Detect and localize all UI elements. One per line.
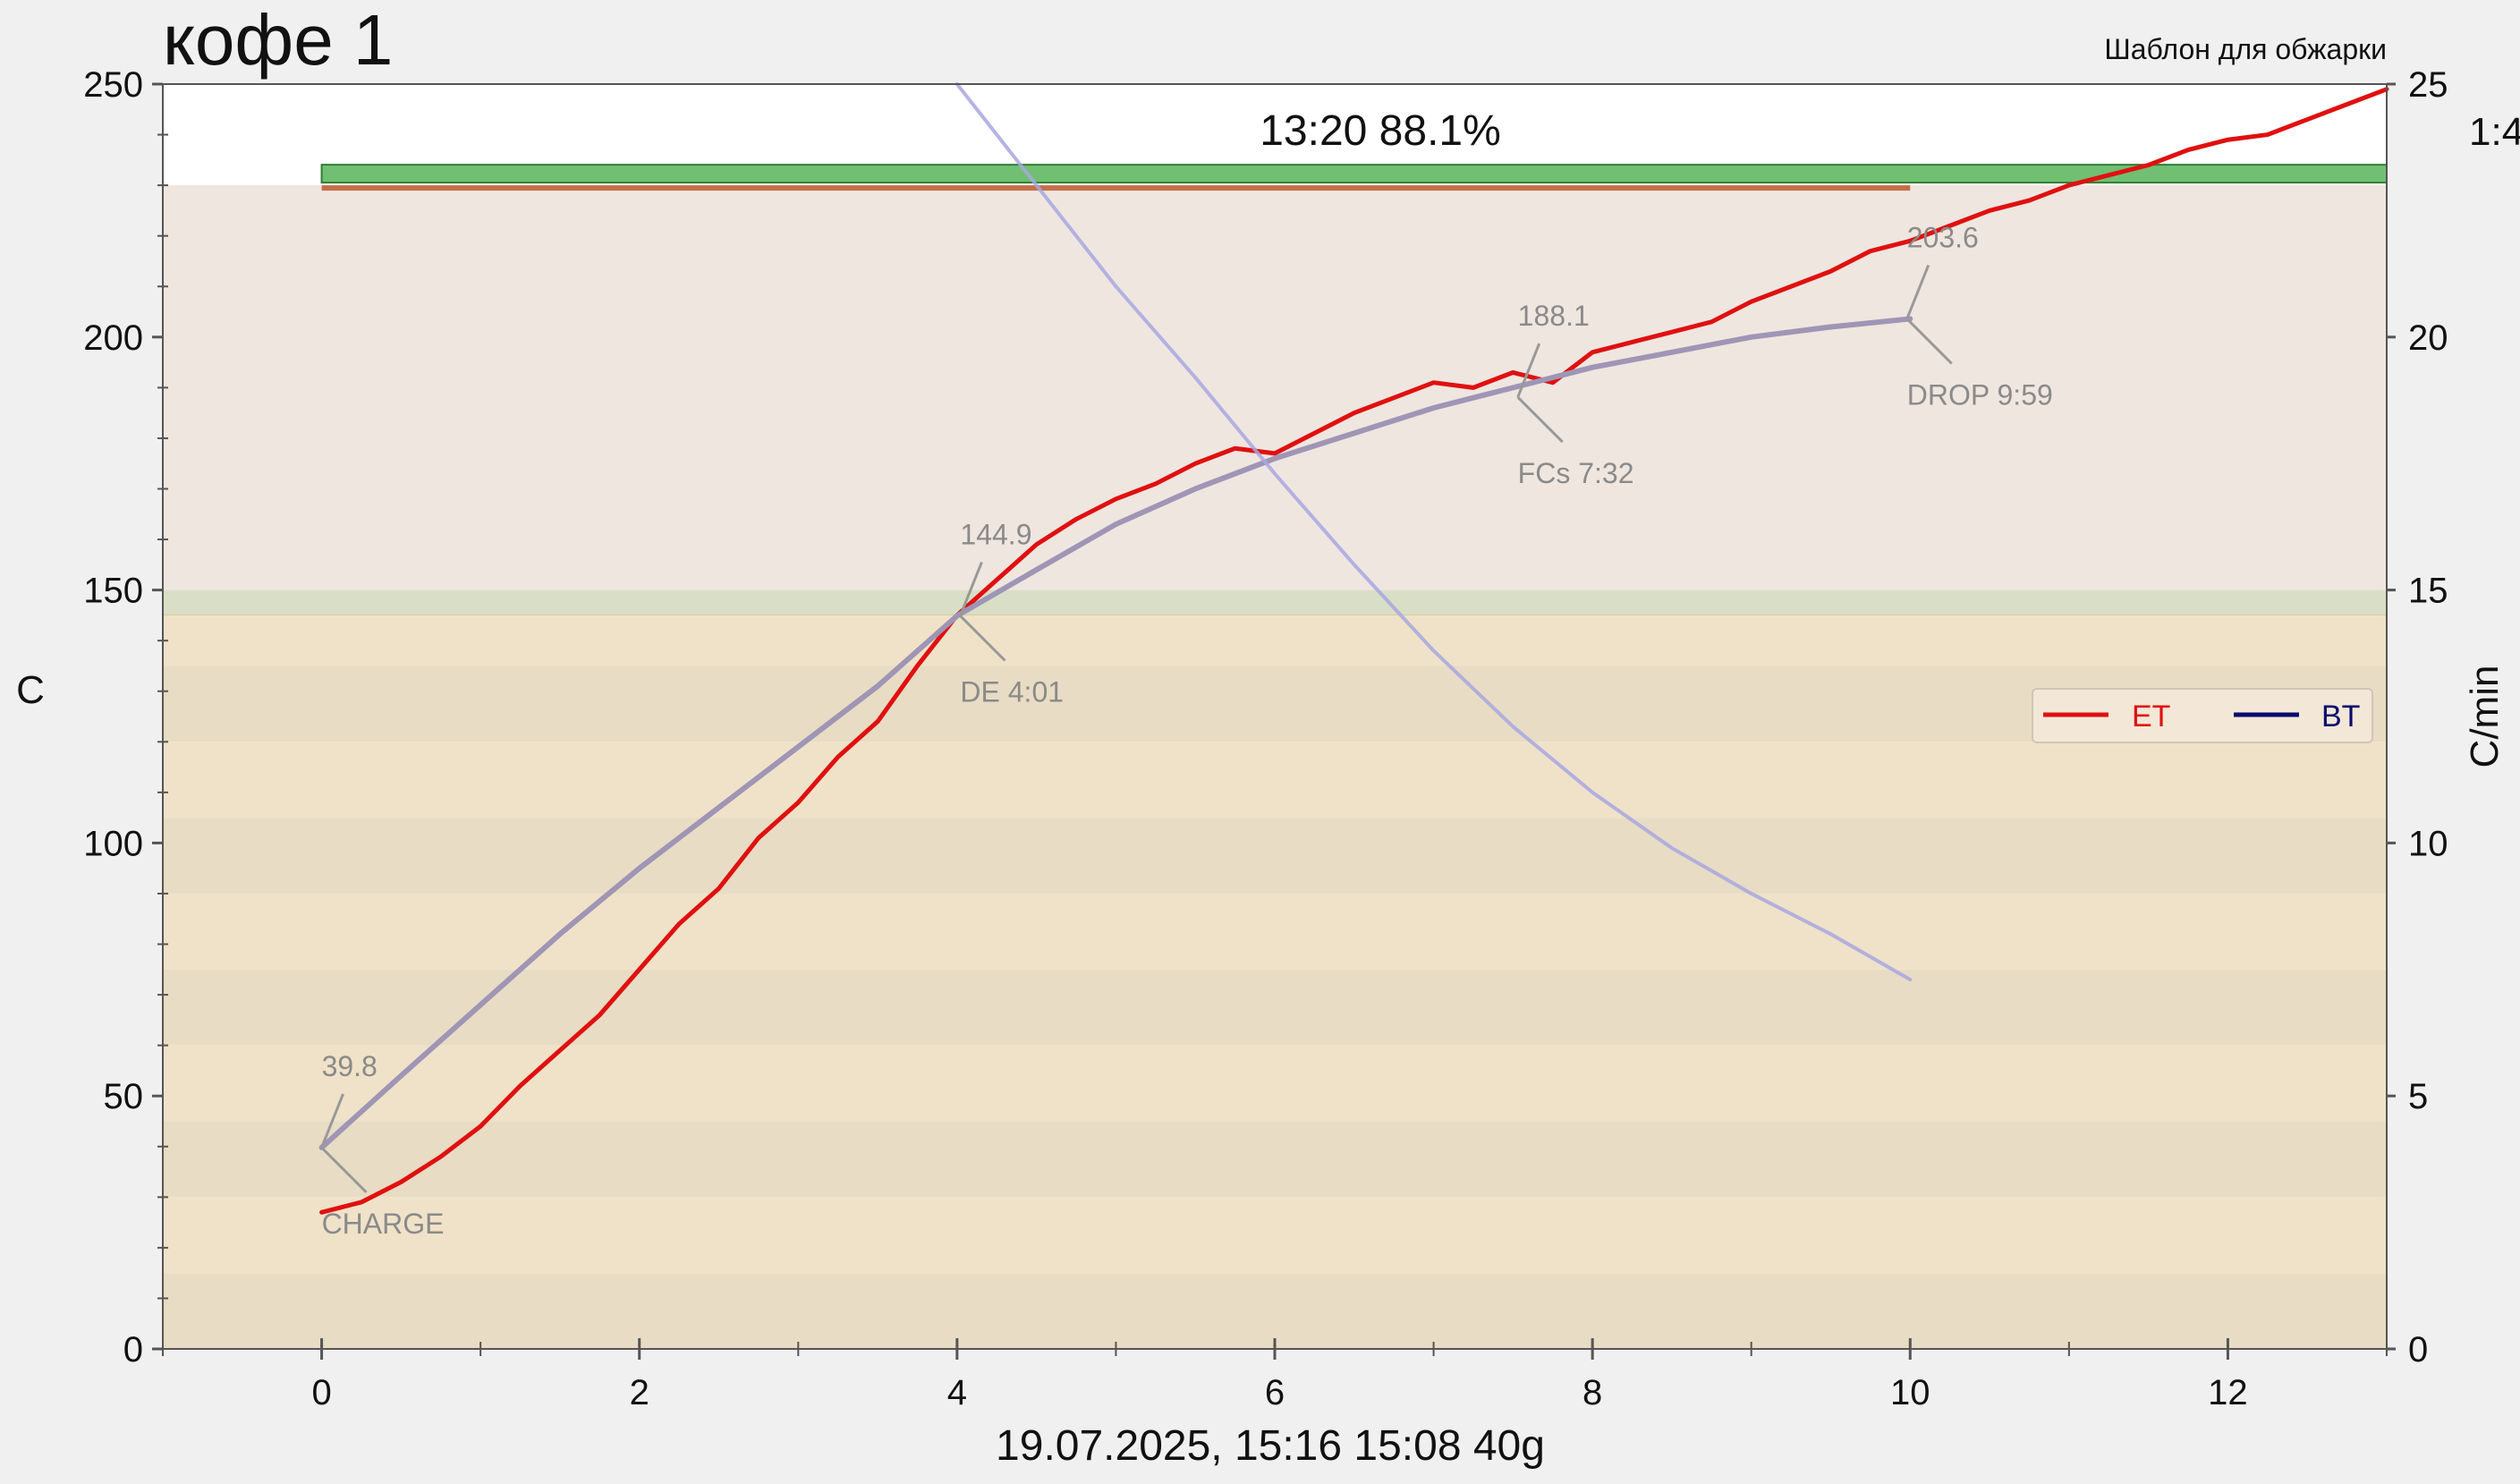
- legend-label-et: ET: [2132, 700, 2170, 734]
- left-tick-label: 50: [104, 1077, 144, 1116]
- event-label: DE 4:01: [960, 675, 1064, 708]
- event-label: DROP 9:59: [1907, 378, 2053, 411]
- drying-stripe: [163, 1121, 2387, 1198]
- drying-stripe: [163, 742, 2387, 818]
- bottom-tick-label: 4: [947, 1373, 967, 1412]
- event-label: CHARGE: [322, 1208, 445, 1240]
- plot-area[interactable]: 13:20 88.1% 39.8 CHARGE 144.9 DE 4:01 188.1 F…: [162, 82, 2389, 1350]
- legend-label-bt: BT: [2321, 700, 2360, 734]
- maillard-band: [163, 185, 2387, 590]
- bottom-tick-label: 10: [1890, 1373, 1930, 1412]
- event-label-leader: [959, 615, 1006, 662]
- drying-stripe: [163, 615, 2387, 666]
- left-tick-label: 0: [123, 1330, 143, 1370]
- drying-stripe: [163, 969, 2387, 1046]
- series-line-et: [319, 87, 2389, 1215]
- phase-bands: [163, 185, 2387, 1349]
- series: [318, 82, 2389, 1215]
- drying-stripe: [163, 1197, 2387, 1274]
- left-tick-label: 100: [83, 824, 143, 863]
- drying-stripe: [163, 666, 2387, 742]
- right-tick-label: 20: [2408, 318, 2448, 358]
- right-tick-label: 10: [2408, 824, 2448, 863]
- dry-end-band: [163, 589, 2387, 615]
- left-tick-label: 150: [83, 572, 143, 611]
- template-label: Шаблон для обжарки: [2104, 33, 2387, 65]
- event-value-label: 203.6: [1907, 221, 1979, 253]
- left-tick-label: 200: [83, 318, 143, 358]
- legend-box: [2032, 688, 2373, 743]
- footer-info: 19.07.2025, 15:16 15:08 40g: [996, 1422, 1545, 1470]
- event-value-leader: [1516, 343, 1541, 398]
- series-line-ror: [955, 82, 1913, 982]
- right-tick-label: 5: [2408, 1077, 2428, 1116]
- bottom-tick-label: 0: [311, 1373, 331, 1412]
- right-axis: 0 5 10 15 20 25: [2386, 65, 2448, 1370]
- legend[interactable]: ET BT: [2032, 688, 2373, 743]
- drying-stripe: [163, 1045, 2387, 1122]
- event-value-label: 39.8: [322, 1050, 378, 1082]
- bottom-tick-label: 2: [630, 1373, 649, 1412]
- event-value-label: 144.9: [960, 518, 1031, 550]
- bottom-tick-label: 12: [2208, 1373, 2248, 1412]
- event-annotations: 39.8 CHARGE 144.9 DE 4:01 188.1 FCs 7:32 203.6…: [320, 221, 2053, 1240]
- bottom-tick-label: 8: [1582, 1373, 1602, 1412]
- event-label-leader: [1905, 318, 1953, 365]
- template-bar: [321, 185, 1911, 191]
- event-value-leader: [959, 561, 983, 617]
- left-tick-label: 250: [83, 65, 143, 105]
- right-tick-label: 25: [2408, 65, 2448, 105]
- y-axis-label: C: [16, 668, 45, 712]
- status-text: 13:20 88.1%: [1260, 107, 1501, 155]
- y2-axis-label: C/min: [2463, 666, 2507, 768]
- event-value-leader: [1905, 264, 1930, 319]
- bottom-tick-label: 6: [1265, 1373, 1285, 1412]
- left-axis: 0 50 100 150 200 250: [83, 65, 168, 1370]
- chart-title: кофе 1: [163, 0, 393, 80]
- event-label-leader: [1516, 396, 1564, 444]
- event-value-label: 188.1: [1518, 300, 1590, 332]
- right-tick-label: 15: [2408, 572, 2448, 611]
- event-label: FCs 7:32: [1518, 457, 1634, 489]
- right-clipped-label: 1:4: [2469, 110, 2520, 154]
- event-value-leader: [320, 1093, 344, 1149]
- drying-stripe: [163, 818, 2387, 894]
- series-line-bt: [318, 316, 1913, 1150]
- event-label-leader: [320, 1146, 368, 1193]
- bottom-axis: 0 2 4 6 8 10 12: [162, 1338, 2388, 1412]
- template-bar: [320, 164, 2388, 184]
- right-tick-label: 0: [2408, 1330, 2428, 1370]
- drying-stripe: [163, 893, 2387, 970]
- drying-stripe: [163, 1273, 2387, 1349]
